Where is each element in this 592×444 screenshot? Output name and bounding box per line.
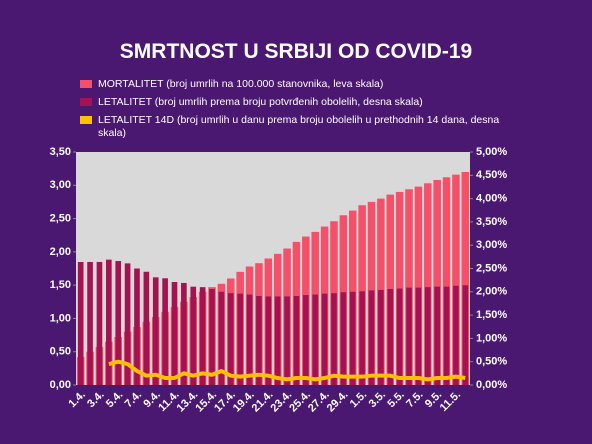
bar <box>395 191 404 385</box>
bar <box>452 174 460 385</box>
legend: MORTALITET (broj umrlih na 100.000 stano… <box>80 78 500 145</box>
x-tick-label: 5.5. <box>385 389 406 410</box>
bar <box>340 292 347 385</box>
bar <box>143 271 150 385</box>
legend-swatch <box>80 80 92 88</box>
bar <box>246 294 253 385</box>
legend-label: LETALITET 14D (broj umrlih u danu prema … <box>98 114 500 139</box>
y2-tick-label: 0,00% <box>476 379 507 391</box>
legend-item: MORTALITET (broj umrlih na 100.000 stano… <box>80 78 500 91</box>
legend-label: LETALITET (broj umrlih prema broju potvr… <box>98 96 423 108</box>
x-tick-label: 5.4. <box>104 389 125 410</box>
bar <box>331 293 337 385</box>
bar <box>152 277 159 385</box>
bar <box>414 186 423 385</box>
bar <box>434 286 440 385</box>
y-tick-label: 0,50 <box>50 346 71 358</box>
bar <box>405 189 413 385</box>
legend-item: LETALITET 14D (broj umrlih u danu prema … <box>80 114 500 140</box>
y2-tick-label: 0,50% <box>476 356 507 368</box>
y2-tick-label: 2,00% <box>476 286 507 298</box>
bar <box>442 177 451 385</box>
bar <box>433 179 441 385</box>
line <box>108 359 466 382</box>
bar <box>303 295 309 385</box>
y-tick-label: 1,50 <box>50 279 71 291</box>
bar <box>96 261 103 385</box>
x-tick-label: 11.5. <box>438 389 463 414</box>
bar <box>378 289 384 385</box>
bar <box>171 282 178 385</box>
chart-title: SMRTNOST U SRBIJI OD COVID-19 <box>119 40 473 63</box>
legend-swatch <box>80 116 92 124</box>
bar <box>368 290 375 385</box>
y2-tick-label: 4,00% <box>476 193 507 205</box>
legend-item: LETALITET (broj umrlih prema broju potvr… <box>80 96 500 109</box>
y2-tick-label: 3,00% <box>476 239 507 251</box>
bar <box>256 295 262 385</box>
bar <box>387 289 394 385</box>
bar <box>396 288 403 385</box>
bar <box>227 293 234 385</box>
bar <box>284 296 290 385</box>
bar <box>453 285 459 385</box>
bar <box>209 289 215 385</box>
x-tick-label: 3.4. <box>85 389 106 410</box>
bar <box>265 296 272 385</box>
x-tick-label: 7.5. <box>404 389 425 410</box>
x-tick-label: 1.4. <box>66 389 87 410</box>
y-tick-label: 3,00 <box>50 179 71 191</box>
bar <box>190 286 197 385</box>
y-tick-label: 2,50 <box>50 212 71 224</box>
y2-tick-label: 1,00% <box>476 332 507 344</box>
y-tick-label: 2,00 <box>50 246 71 258</box>
y-tick-label: 1,00 <box>50 312 71 324</box>
bar <box>349 291 356 385</box>
legend-label: MORTALITET (broj umrlih na 100.000 stano… <box>98 78 384 90</box>
bar <box>274 296 281 385</box>
bar <box>461 171 470 385</box>
y2-tick-label: 1,50% <box>476 309 507 321</box>
bar <box>199 287 206 385</box>
y-tick-label: 0,00 <box>50 379 71 391</box>
bar <box>406 287 412 385</box>
bar <box>124 263 131 385</box>
legend-swatch <box>80 98 92 106</box>
plot-area <box>76 152 470 385</box>
x-tick-label: 7.4. <box>123 389 144 410</box>
bar <box>218 291 225 385</box>
bar <box>77 261 84 385</box>
bar <box>134 268 140 385</box>
x-tick-label: 3.5. <box>367 389 388 410</box>
y2-tick-label: 3,50% <box>476 216 507 228</box>
bar <box>321 293 328 385</box>
bar <box>181 282 187 385</box>
y2-tick-label: 4,50% <box>476 169 507 181</box>
y-tick-label: 3,50 <box>50 146 71 158</box>
bar <box>162 278 168 385</box>
y2-tick-label: 2,50% <box>476 262 507 274</box>
bar <box>415 287 422 385</box>
y2-tick-label: 5,00% <box>476 146 507 158</box>
bar <box>87 261 93 385</box>
bar <box>424 183 432 385</box>
bar <box>359 291 365 385</box>
bar <box>312 294 319 385</box>
bar <box>115 261 122 385</box>
bar <box>106 259 112 385</box>
bar <box>424 287 431 385</box>
bar <box>237 293 243 385</box>
bar <box>462 285 469 385</box>
bar <box>293 295 300 385</box>
bar <box>443 286 450 385</box>
x-tick-label: 1.5. <box>348 389 369 410</box>
